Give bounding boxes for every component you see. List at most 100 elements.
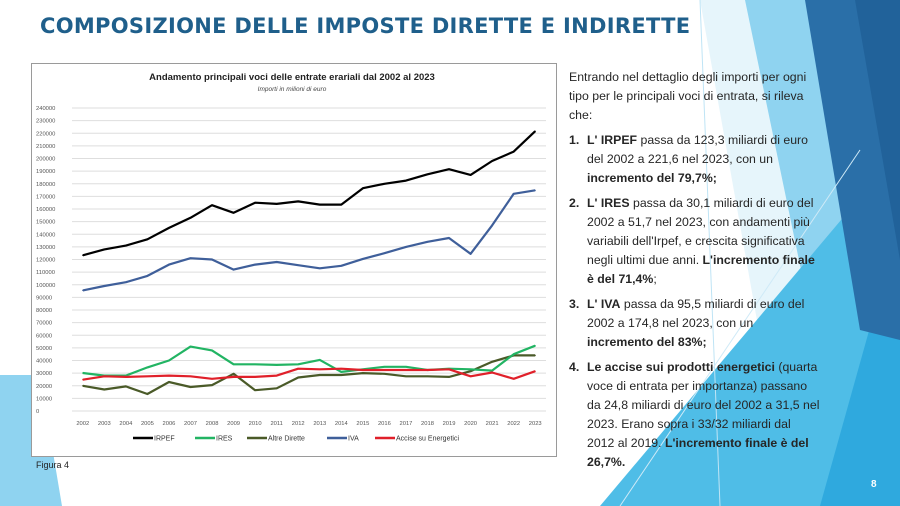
data-point (319, 359, 321, 361)
data-point (254, 263, 256, 266)
list-item-number: 2. (569, 196, 580, 210)
list-item: 1. L' IRPEF passa da 123,3 miliardi di eu… (569, 131, 821, 188)
data-point (469, 370, 472, 372)
data-point (340, 371, 342, 373)
data-point (103, 285, 105, 287)
y-tick-label: 0 (36, 409, 39, 415)
y-tick-label: 10000 (36, 396, 52, 402)
legend-item: Altre Dirette (247, 436, 305, 443)
x-tick-label: 2007 (184, 421, 197, 427)
y-tick-label: 120000 (36, 258, 55, 264)
x-axis-ticks: 2002 2003 2004 2005 2006 2007 2008 2009 2010 2011… (76, 421, 541, 427)
data-point (168, 375, 170, 377)
y-tick-label: 180000 (36, 182, 55, 188)
series-line (82, 189, 536, 292)
data-point (383, 366, 386, 368)
bg-thin-line (619, 149, 861, 506)
list-item-text: Le accise sui prodotti energetici (quart… (587, 358, 821, 472)
data-point (232, 363, 235, 365)
legend-label: Accise su Energetici (396, 436, 459, 443)
series-accise-su-energetici (82, 367, 536, 381)
x-tick-label: 2005 (141, 421, 154, 427)
emphasis-text: L'incremento finale è del 71,4% (587, 253, 815, 286)
legend-item: Accise su Energetici (375, 436, 459, 443)
data-point (125, 281, 127, 283)
data-point (297, 200, 299, 203)
y-tick-label: 210000 (36, 144, 55, 150)
data-point (232, 212, 235, 214)
data-point (448, 376, 450, 378)
series-line (82, 130, 536, 257)
body-text: passa da 123,3 miliardi di euro del 2002… (587, 133, 808, 166)
page-number: 8 (871, 479, 877, 490)
data-point (534, 370, 536, 372)
data-point (383, 183, 386, 185)
data-point (103, 375, 105, 377)
data-point (405, 246, 407, 248)
legend-label: IRPEF (154, 436, 175, 443)
data-point (254, 389, 256, 391)
x-tick-label: 2003 (98, 421, 111, 427)
data-point (513, 193, 515, 195)
data-point (146, 366, 149, 369)
emphasis-text: incremento del 79,7%; (587, 171, 717, 185)
text-panel: Entrando nel dettaglio degli importi per… (569, 68, 821, 478)
x-tick-label: 2008 (206, 421, 219, 427)
data-point (405, 375, 407, 377)
data-point (448, 168, 450, 170)
data-point (125, 245, 127, 247)
data-point (276, 203, 278, 205)
data-point (469, 368, 472, 370)
data-point (405, 369, 407, 371)
data-point (168, 227, 170, 229)
chart-title: Andamento principali voci delle entrate … (149, 72, 435, 83)
x-tick-label: 2013 (313, 421, 326, 427)
data-point (146, 375, 149, 377)
data-point (340, 265, 342, 267)
list-item-text: L' IRES passa da 30,1 miliardi di euro d… (587, 194, 821, 289)
legend-label: IVA (348, 436, 359, 443)
y-axis-ticks: 0 10000 20000 30000 40000 50000 60000 70000 8000… (36, 106, 55, 415)
legend-item: IVA (327, 436, 359, 443)
data-point (448, 368, 450, 370)
data-point (189, 217, 192, 219)
legend-label: Altre Dirette (268, 436, 305, 443)
data-point (146, 393, 149, 395)
findings-list: 1. L' IRPEF passa da 123,3 miliardi di eu… (569, 131, 821, 472)
legend: IRPEF IRES Altre Dirette IVA Accise su Energ… (133, 436, 459, 443)
line-chart: Andamento principali voci delle entrate … (36, 72, 546, 443)
series-irpef (82, 130, 536, 257)
data-point (469, 253, 472, 255)
x-tick-label: 2023 (529, 421, 542, 427)
data-point (276, 375, 278, 377)
x-tick-label: 2006 (163, 421, 176, 427)
body-text: (quarta voce di entrata per importanza) … (587, 360, 820, 450)
x-tick-label: 2018 (421, 421, 434, 427)
bg-shape-right-darkest (855, 0, 900, 260)
y-tick-label: 90000 (36, 295, 52, 301)
data-point (426, 369, 429, 371)
emphasis-text: L' IRPEF (587, 133, 638, 147)
data-point (189, 346, 192, 348)
data-point (297, 368, 299, 370)
data-point (82, 372, 84, 374)
data-point (211, 384, 213, 386)
y-tick-label: 230000 (36, 119, 55, 125)
data-point (448, 237, 450, 239)
data-point (168, 263, 170, 266)
data-point (211, 378, 213, 380)
y-tick-label: 80000 (36, 308, 52, 314)
data-point (426, 173, 429, 175)
y-tick-label: 60000 (36, 333, 52, 339)
y-tick-label: 150000 (36, 220, 55, 226)
data-point (319, 203, 321, 206)
data-point (211, 349, 213, 351)
data-point (383, 373, 386, 375)
y-tick-label: 70000 (36, 321, 52, 327)
y-tick-label: 220000 (36, 131, 55, 137)
y-tick-label: 40000 (36, 359, 52, 365)
data-point (491, 371, 493, 374)
x-tick-label: 2019 (443, 421, 456, 427)
x-tick-label: 2004 (119, 421, 133, 427)
